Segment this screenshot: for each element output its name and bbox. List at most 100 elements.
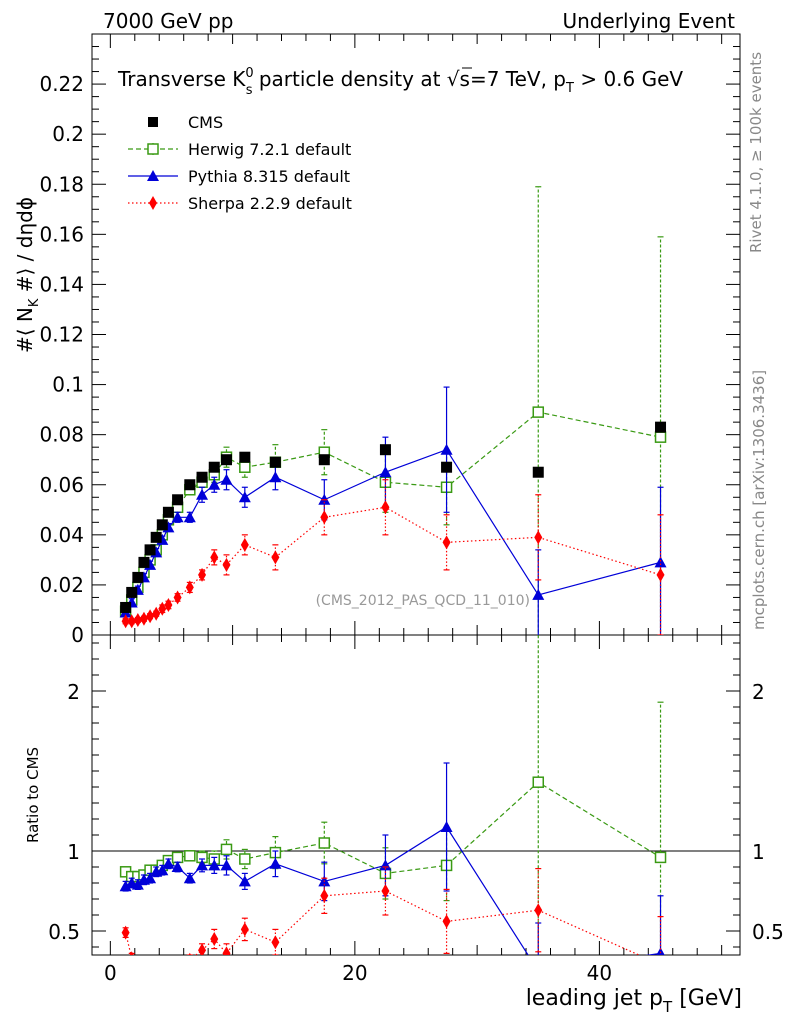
cms-point <box>269 456 281 468</box>
y-tick-label: 0.22 <box>39 72 84 96</box>
cms-point <box>144 544 156 556</box>
sherpa-point <box>442 535 451 550</box>
pythia-ratio-point <box>162 857 175 869</box>
legend: CMS Herwig 7.2.1 default Pythia 8.315 de… <box>128 113 352 213</box>
pythia-point <box>196 488 209 500</box>
sherpa-ratio-point <box>158 966 166 980</box>
y-tick-label: 0.12 <box>39 323 84 347</box>
herwig-ratio-point <box>171 851 184 864</box>
cms-point <box>532 466 544 478</box>
sherpa-ratio-series <box>121 866 665 983</box>
sherpa-ratio-point <box>152 969 160 983</box>
pythia-ratio-point <box>379 859 392 871</box>
sherpa-ratio-point <box>210 932 219 946</box>
legend-entry-pythia: Pythia 8.315 default <box>128 167 350 186</box>
pythia-point <box>269 471 282 483</box>
sherpa-point <box>133 612 142 627</box>
plot-title: Transverse K0 s particle density at √s=7 … <box>117 66 683 98</box>
cms-point <box>208 461 220 473</box>
pythia-ratio-series <box>119 762 665 955</box>
sherpa-point <box>173 590 182 605</box>
y-tick-label: 0.16 <box>39 222 84 246</box>
herwig-ratio-point <box>184 850 196 862</box>
sherpa-ratio-point <box>534 903 543 918</box>
ratio-tick-label-left: 1 <box>67 840 80 864</box>
sherpa-ratio-point <box>198 943 207 955</box>
cms-point <box>318 454 330 466</box>
sherpa-point <box>210 550 219 565</box>
pythia-ratio-point <box>171 861 184 872</box>
legend-entry-cms: CMS <box>148 113 223 132</box>
cms-point <box>220 454 232 466</box>
pythia-ratio-line <box>125 826 661 955</box>
rivet-version-label: Rivet 4.1.0, ≥ 100k events <box>747 52 765 253</box>
y-tick-label: 0.06 <box>39 473 84 497</box>
sherpa-point <box>198 567 207 582</box>
y-tick-label: 0 <box>71 623 84 647</box>
sherpa-point <box>127 614 136 629</box>
x-tick-label: 0 <box>104 961 117 985</box>
herwig-point <box>532 406 545 418</box>
sherpa-ratio-point <box>140 967 148 981</box>
sherpa-ratio-point <box>129 951 134 955</box>
cms-point <box>379 444 391 456</box>
sherpa-ratio-point <box>442 914 451 929</box>
axis-tick-labels: 0 0.02 0.04 0.06 0.08 0.1 0.12 0.14 0.16 0.18 0.2 0… <box>39 72 783 985</box>
sherpa-ratio-point <box>174 959 182 973</box>
legend-marker-herwig <box>147 143 159 155</box>
x-tick-label: 40 <box>587 961 612 985</box>
sherpa-point <box>158 601 167 616</box>
ratio-tick-label-right: 1 <box>752 840 765 864</box>
x-axis-label: leading jet pT [GeV] <box>526 986 742 1016</box>
cms-point <box>441 461 453 473</box>
herwig-ratio-point <box>220 843 233 856</box>
mcplots-label: mcplots.cern.ch [arXiv:1306.3436] <box>750 370 768 630</box>
ratio-y-axis-label: Ratio to CMS <box>24 747 42 843</box>
ratio-tick-label-left: 0.5 <box>48 920 80 944</box>
sherpa-ratio-point <box>188 952 192 955</box>
y-tick-label: 0.14 <box>39 272 84 296</box>
pythia-ratio-point <box>238 875 251 887</box>
herwig-ratio-point <box>318 837 331 849</box>
legend-marker-pythia <box>147 170 159 181</box>
legend-label-herwig: Herwig 7.2.1 default <box>188 140 351 159</box>
sherpa-point <box>164 597 173 612</box>
pythia-ratio-point <box>440 821 453 832</box>
sherpa-point <box>656 567 665 582</box>
y-tick-label: 0.1 <box>52 373 84 397</box>
sherpa-ratio-point <box>121 925 130 940</box>
sherpa-point <box>121 614 130 629</box>
analysis-watermark: (CMS_2012_PAS_QCD_11_010) <box>316 593 530 609</box>
legend-entry-sherpa: Sherpa 2.2.9 default <box>128 194 352 213</box>
cms-point <box>172 494 184 506</box>
sherpa-ratio-line <box>125 890 641 955</box>
y-tick-label: 0.04 <box>39 523 84 547</box>
pythia-ratio-point <box>220 859 233 871</box>
sherpa-point <box>320 510 329 525</box>
herwig-ratio-point <box>654 851 667 864</box>
y-tick-label: 0.02 <box>39 573 84 597</box>
cms-point <box>138 556 150 568</box>
sherpa-point <box>139 611 148 626</box>
pythia-point <box>183 511 196 523</box>
y-tick-label: 0.18 <box>39 172 84 196</box>
herwig-point <box>654 431 667 443</box>
herwig-ratio-point <box>239 853 251 865</box>
sherpa-point <box>240 537 249 552</box>
y-tick-label: 0.08 <box>39 423 84 447</box>
pythia-point <box>208 478 221 490</box>
sherpa-ratio-point <box>271 935 280 950</box>
cms-point <box>126 586 138 598</box>
pythia-ratio-point <box>196 859 209 871</box>
legend-label-sherpa: Sherpa 2.2.9 default <box>188 194 352 213</box>
pythia-ratio-point <box>119 880 132 892</box>
sherpa-ratio-point <box>222 946 231 955</box>
legend-marker-sherpa <box>149 196 157 210</box>
cms-point <box>120 601 132 613</box>
pythia-point <box>171 511 184 523</box>
y-tick-label: 0.2 <box>52 122 84 146</box>
pythia-ratio-point <box>156 864 169 876</box>
cms-point <box>132 571 144 583</box>
sherpa-ratio-point <box>657 958 665 972</box>
